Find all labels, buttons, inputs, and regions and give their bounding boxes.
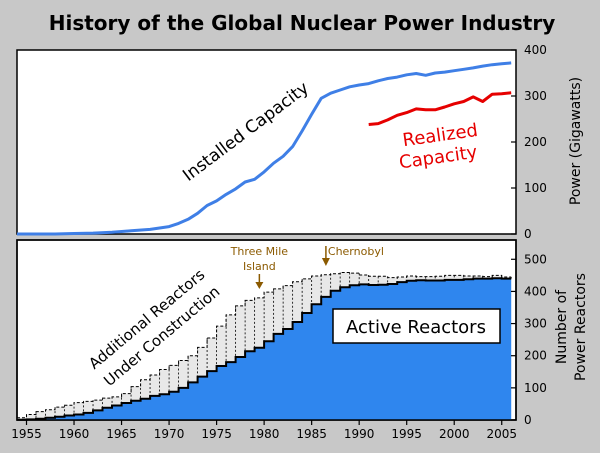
bottom-y-tick-label: 200 (524, 349, 547, 363)
x-tick-label: 1960 (59, 427, 90, 441)
three-mile-island-arrow-head (255, 282, 264, 289)
chernobyl-label: Chernobyl (328, 245, 384, 258)
bottom-y-axis-label-line-2: Power Reactors (573, 273, 589, 381)
x-tick-label: 2005 (486, 427, 517, 441)
x-axis: 1955 1960 1965 1970 1975 1980 1985 1990 1995 2000… (11, 420, 517, 441)
top-y-axis: 0 100 200 300 400 (511, 43, 547, 241)
x-tick-label: 1995 (391, 427, 422, 441)
active-reactors-label-box (332, 308, 501, 344)
x-tick-label: 1985 (296, 427, 327, 441)
bottom-y-tick-label: 400 (524, 284, 547, 298)
top-y-tick-label: 100 (524, 181, 547, 195)
construction-outline (17, 272, 512, 419)
x-tick-label: 1965 (106, 427, 137, 441)
top-plot-area (16, 49, 517, 235)
chernobyl-annotation: Chernobyl (321, 245, 384, 266)
three-mile-island-annotation: Three Mile Island (230, 245, 289, 289)
x-tick-label: 1975 (201, 427, 232, 441)
x-tick-label: 1970 (154, 427, 185, 441)
bottom-y-axis-label-line-1: Number of (554, 289, 570, 364)
three-mile-island-label-line-2: Island (243, 260, 276, 273)
active-reactors-label: Active Reactors (346, 317, 486, 338)
top-y-tick-label: 0 (524, 227, 532, 241)
bottom-y-tick-label: 0 (524, 413, 532, 427)
three-mile-island-label-line-1: Three Mile (230, 245, 289, 258)
installed-capacity-line (17, 61, 512, 236)
event-annotations: Three Mile Island Chernobyl (230, 245, 384, 289)
top-series-group (17, 61, 512, 236)
bottom-plot-frame (16, 239, 517, 421)
top-y-tick-label: 200 (524, 135, 547, 149)
top-y-tick-label: 300 (524, 89, 547, 103)
chernobyl-arrow-head (321, 258, 330, 266)
realized-capacity-line (368, 91, 512, 126)
x-tick-label: 1955 (11, 427, 42, 441)
active-reactors-outline (17, 277, 512, 421)
bottom-y-tick-label: 500 (524, 252, 547, 266)
top-y-tick-label: 400 (524, 43, 547, 57)
chart-title: History of the Global Nuclear Power Indu… (49, 11, 555, 35)
x-tick-label: 1990 (344, 427, 375, 441)
bottom-y-tick-label: 100 (524, 381, 547, 395)
bottom-y-tick-label: 300 (524, 317, 547, 331)
x-tick-label: 1980 (249, 427, 280, 441)
bottom-y-axis: 0 100 200 300 400 500 (511, 252, 547, 427)
x-tick-label: 2000 (439, 427, 470, 441)
top-y-axis-label: Power (Gigawatts) (568, 77, 584, 205)
